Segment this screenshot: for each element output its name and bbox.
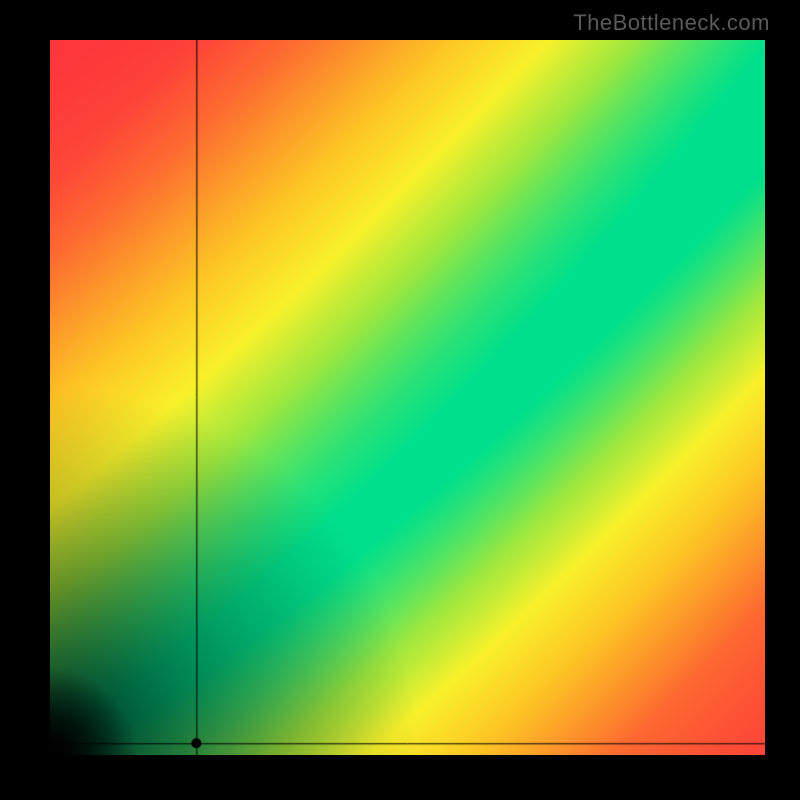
chart-container: TheBottleneck.com [0,0,800,800]
watermark-label: TheBottleneck.com [573,10,770,36]
bottleneck-heatmap [50,40,765,755]
plot-area [50,40,765,755]
